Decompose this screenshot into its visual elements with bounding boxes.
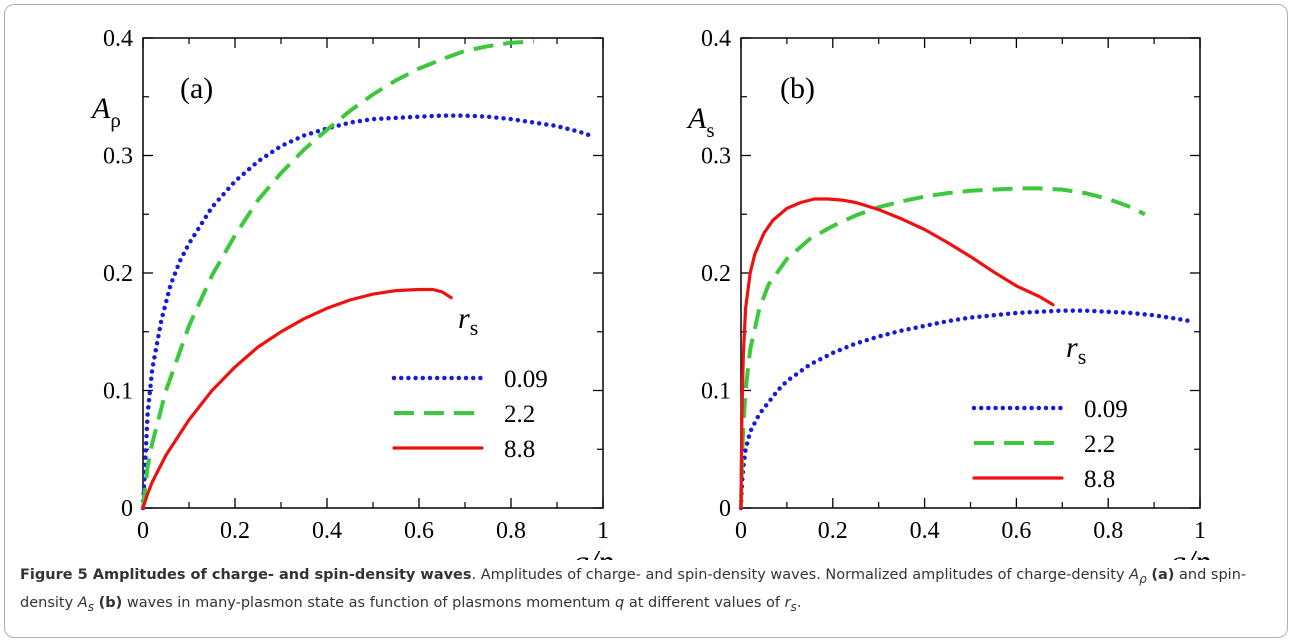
caption-s-symbol: A — [77, 594, 88, 611]
x-tick-label: 0.4 — [910, 518, 940, 544]
legend-label: 8.8 — [504, 436, 535, 463]
series-line-0.09 — [738, 308, 1194, 511]
x-tick-label: 1 — [597, 518, 609, 544]
plot-frame — [740, 37, 1201, 509]
y-tick-label: 0.4 — [103, 26, 133, 52]
x-tick-label: 0.8 — [496, 518, 526, 544]
y-tick-label: 0 — [719, 496, 731, 522]
series-line-2.2 — [739, 186, 1146, 509]
legend-label: 2.2 — [504, 401, 535, 428]
x-tick-label: 0.2 — [220, 518, 250, 544]
y-axis-label: As — [686, 102, 715, 142]
x-tick-label: 0.6 — [1001, 518, 1031, 544]
caption-a-subscript: ρ — [1139, 571, 1147, 586]
x-tick-label: 1 — [1194, 518, 1206, 544]
legend-label: 0.09 — [504, 366, 548, 393]
x-axis-label: q/pF — [573, 543, 626, 560]
legend-label: 2.2 — [1084, 431, 1115, 458]
y-tick-label: 0.3 — [701, 144, 731, 170]
y-tick-label: 0.1 — [103, 379, 133, 405]
caption-text-2: and spin-density — [20, 567, 1247, 611]
panel-label: (a) — [180, 72, 213, 105]
series-line-2.2 — [141, 39, 535, 509]
legend-title: rs — [1066, 331, 1086, 369]
chart-panel-a: 0 0.2 0.4 0.6 0.8 1 0 0.1 0.2 0.3 0.4 (a) Aρ q/pF rs 0.… — [90, 26, 626, 560]
series-line-8.8 — [141, 287, 453, 510]
y-tick-label: 0.3 — [103, 144, 133, 170]
y-tick-label: 0.1 — [701, 379, 731, 405]
caption-a-label: (a) — [1151, 567, 1175, 583]
x-axis-label: q/pF — [1170, 543, 1223, 560]
panel-label: (b) — [780, 72, 815, 105]
x-tick-label: 0 — [137, 518, 149, 544]
caption-r-subscript: s — [790, 599, 797, 614]
x-tick-label: 0.4 — [312, 518, 342, 544]
caption-a-symbol: A — [1129, 567, 1140, 583]
legend-label: 0.09 — [1084, 396, 1128, 423]
y-tick-label: 0 — [121, 496, 133, 522]
x-tick-label: 0.8 — [1093, 518, 1123, 544]
figure-caption: Figure 5 Amplitudes of charge- and spin-… — [20, 563, 1275, 619]
y-tick-label: 0.2 — [701, 261, 731, 287]
figure-title: Figure 5 Amplitudes of charge- and spin-… — [20, 567, 472, 583]
figure-charts: 0 0.2 0.4 0.6 0.8 1 0 0.1 0.2 0.3 0.4 (a) Aρ q/pF rs 0.… — [90, 26, 1223, 560]
chart-panel-b: 0 0.2 0.4 0.6 0.8 1 0 0.1 0.2 0.3 0.4 (b) As q/pF rs 0.… — [686, 26, 1223, 560]
legend-label: 8.8 — [1084, 466, 1115, 493]
caption-text-1: . Amplitudes of charge- and spin-density… — [471, 567, 1130, 583]
x-tick-label: 0.2 — [818, 518, 848, 544]
caption-text-5: . — [796, 594, 802, 611]
series-line-0.09 — [140, 113, 597, 511]
y-tick-label: 0.2 — [103, 261, 133, 287]
caption-s-subscript: s — [87, 599, 94, 614]
caption-r-symbol: r — [784, 594, 791, 611]
caption-text-3: waves in many-plasmon state as function … — [122, 594, 616, 611]
caption-q-symbol: q — [615, 594, 625, 611]
x-tick-label: 0.6 — [404, 518, 434, 544]
caption-b-label: (b) — [98, 594, 123, 611]
y-tick-label: 0.4 — [701, 26, 731, 52]
series-line-8.8 — [739, 197, 1055, 510]
legend-title: rs — [458, 302, 478, 340]
figure-frame — [4, 4, 1288, 638]
x-tick-label: 0 — [735, 518, 747, 544]
y-axis-label: Aρ — [90, 92, 121, 132]
caption-text-4: at different values of — [624, 594, 785, 611]
